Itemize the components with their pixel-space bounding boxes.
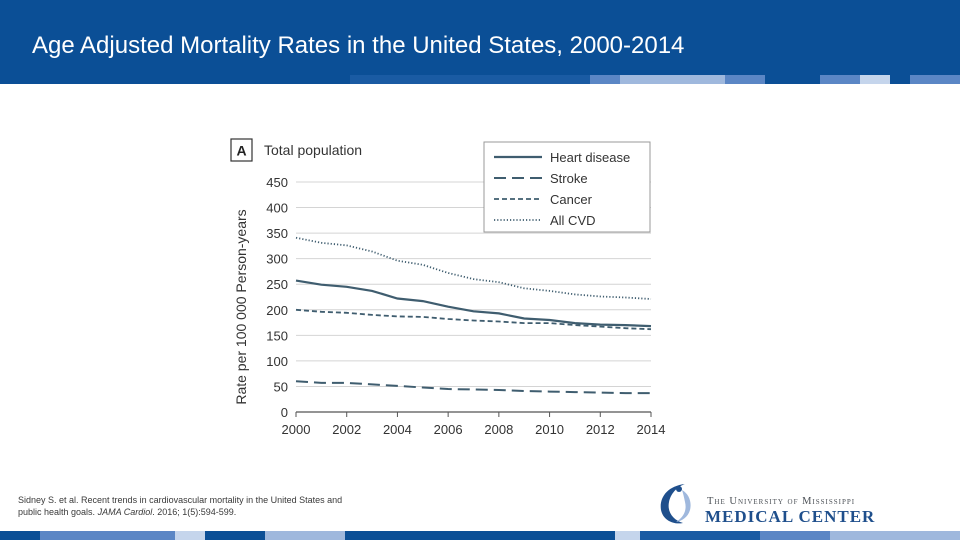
- series-line-cancer: [295, 308, 652, 331]
- series-layer: [295, 236, 652, 395]
- x-tick-labels: 2000 2002 2004 2006 2008 2010 2012 2014: [282, 422, 666, 437]
- stripe-segment: [820, 75, 860, 84]
- stripe-segment: [760, 531, 830, 540]
- y-tick-label: 150: [266, 328, 288, 343]
- stripe-segment: [350, 75, 590, 84]
- chart-title: Total population: [264, 142, 362, 158]
- x-tick-label: 2010: [535, 422, 564, 437]
- stripe-segment: [910, 75, 960, 84]
- stripe-segment: [890, 75, 910, 84]
- slide-title: Age Adjusted Mortality Rates in the Unit…: [32, 32, 685, 59]
- citation-journal: JAMA Cardiol: [97, 507, 153, 517]
- y-tick-label: 300: [266, 252, 288, 267]
- stripe-segment: [725, 75, 765, 84]
- series-line-all-cvd: [295, 236, 652, 300]
- citation: Sidney S. et al. Recent trends in cardio…: [18, 494, 348, 518]
- legend-label: All CVD: [550, 213, 596, 228]
- chart: A Total population Rate per 100 000 Pers…: [230, 138, 666, 437]
- series-line-stroke: [295, 380, 651, 395]
- series-line-heart-disease: [295, 279, 652, 328]
- legend-label: Heart disease: [550, 150, 630, 165]
- stripe-segment: [0, 75, 350, 84]
- x-tick-label: 2002: [332, 422, 361, 437]
- footer-stripe: [0, 531, 960, 540]
- stripe-segment: [205, 531, 265, 540]
- x-tick-label: 2006: [434, 422, 463, 437]
- y-tick-label: 200: [266, 303, 288, 318]
- y-tick-label: 0: [281, 405, 288, 420]
- x-tick-label: 2008: [484, 422, 513, 437]
- citation-text: Sidney S. et al. Recent trends in cardio…: [18, 495, 343, 517]
- y-tick-label: 450: [266, 175, 288, 190]
- stripe-segment: [345, 531, 615, 540]
- stripe-segment: [265, 531, 345, 540]
- stripe-segment: [590, 75, 620, 84]
- university-logo: The University of Mississippi MEDICAL CE…: [655, 480, 925, 526]
- header-stripe: [0, 75, 960, 84]
- x-tick-label: 2012: [586, 422, 615, 437]
- logo-medical-center: MEDICAL CENTER: [705, 507, 876, 526]
- y-tick-label: 100: [266, 354, 288, 369]
- legend-label: Cancer: [550, 192, 593, 207]
- stripe-segment: [765, 75, 820, 84]
- umc-emblem-icon: [660, 484, 691, 524]
- legend: Heart disease Stroke Cancer All CVD: [483, 141, 651, 233]
- x-tick-label: 2014: [637, 422, 666, 437]
- stripe-segment: [620, 75, 725, 84]
- stripe-segment: [860, 75, 890, 84]
- y-axis-label: Rate per 100 000 Person-years: [233, 209, 249, 404]
- logo-university-name: The University of Mississippi: [707, 496, 856, 507]
- panel-label: A: [236, 143, 246, 159]
- panel-label-box: [230, 138, 253, 162]
- stripe-segment: [640, 531, 760, 540]
- x-tick-label: 2004: [383, 422, 412, 437]
- citation-details: . 2016; 1(5):594-599.: [152, 507, 237, 517]
- y-tick-label: 400: [266, 201, 288, 216]
- slide-header: Age Adjusted Mortality Rates in the Unit…: [0, 0, 960, 84]
- stripe-segment: [0, 531, 40, 540]
- stripe-segment: [40, 531, 175, 540]
- y-tick-labels: 0 50 100 150 200 250 300 350 400 450: [266, 175, 288, 420]
- stripe-segment: [615, 531, 640, 540]
- y-tick-label: 250: [266, 277, 288, 292]
- y-tick-label: 50: [274, 379, 288, 394]
- stripe-segment: [175, 531, 205, 540]
- stripe-segment: [830, 531, 960, 540]
- legend-label: Stroke: [550, 171, 588, 186]
- y-tick-label: 350: [266, 226, 288, 241]
- x-tick-label: 2000: [282, 422, 311, 437]
